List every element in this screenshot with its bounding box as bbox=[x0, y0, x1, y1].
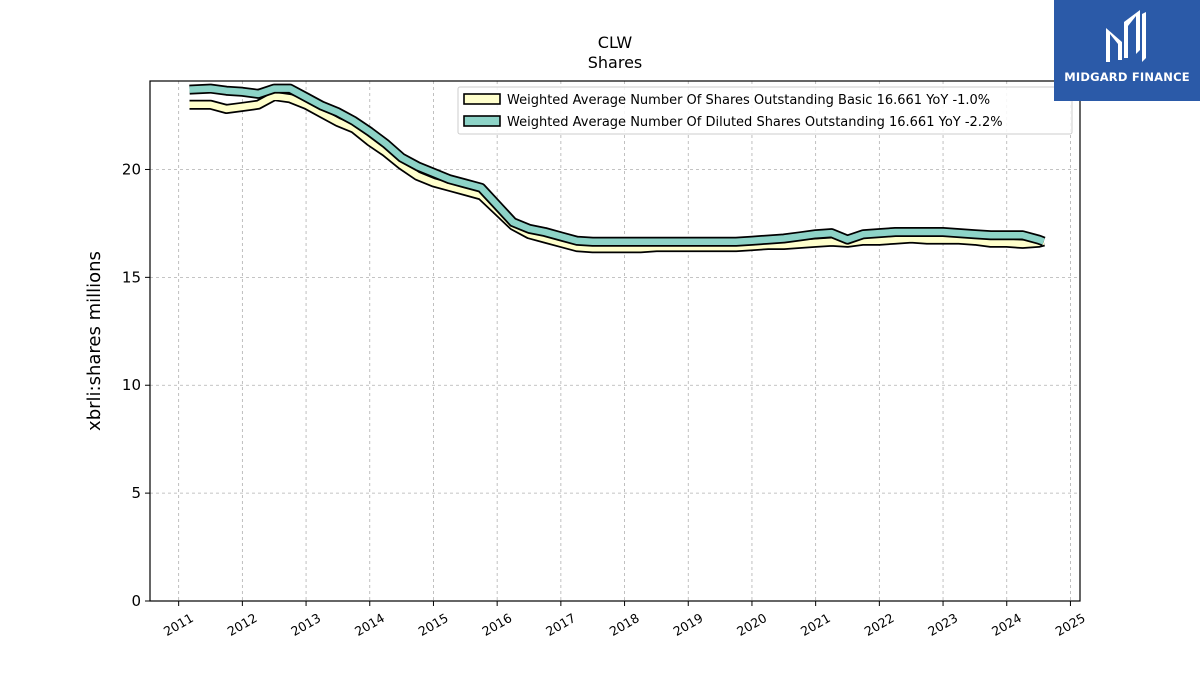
x-tick-label: 2023 bbox=[925, 610, 960, 639]
y-tick-label: 0 bbox=[131, 592, 141, 610]
legend-swatch-2 bbox=[463, 115, 501, 127]
x-tick-label: 2017 bbox=[543, 610, 578, 639]
y-axis-label: xbrli:shares millions bbox=[84, 251, 105, 431]
y-tick-label: 5 bbox=[131, 484, 141, 502]
series-line-2 bbox=[189, 85, 1045, 245]
legend-label-1: Weighted Average Number Of Shares Outsta… bbox=[507, 93, 990, 108]
chart-subtitle: Shares bbox=[588, 53, 643, 72]
logo-text: MIDGARD FINANCE bbox=[1064, 70, 1190, 84]
midgard-finance-logo: MIDGARD FINANCE bbox=[1054, 0, 1200, 101]
plot-frame bbox=[149, 80, 1081, 602]
x-tick-label: 2021 bbox=[798, 610, 833, 639]
x-tick-label: 2020 bbox=[734, 610, 769, 639]
grid bbox=[150, 81, 1080, 602]
x-tick-label: 2018 bbox=[607, 610, 642, 639]
x-tick-label: 2014 bbox=[352, 610, 387, 639]
legend-label-2: Weighted Average Number Of Diluted Share… bbox=[507, 115, 1003, 130]
series-line-1 bbox=[189, 92, 1045, 252]
x-tick-label: 2011 bbox=[161, 610, 196, 639]
x-tick-label: 2013 bbox=[288, 610, 323, 639]
x-tick-label: 2025 bbox=[1053, 610, 1088, 639]
y-tick-label: 10 bbox=[122, 376, 141, 394]
y-tick-label: 20 bbox=[122, 160, 141, 178]
x-axis: 2011 2012 2013 2014 2015 2016 2017 2018 2019 2020… bbox=[161, 601, 1088, 639]
legend: Weighted Average Number Of Shares Outsta… bbox=[457, 86, 1073, 135]
x-tick-label: 2022 bbox=[862, 610, 897, 639]
x-tick-label: 2015 bbox=[416, 610, 451, 639]
y-tick-label: 15 bbox=[122, 268, 141, 286]
midgard-logo-icon bbox=[1106, 10, 1146, 62]
series-layer bbox=[189, 83, 1046, 254]
legend-swatch-1 bbox=[463, 93, 501, 105]
x-tick-label: 2019 bbox=[670, 610, 705, 639]
x-tick-label: 2016 bbox=[479, 610, 514, 639]
legend-box bbox=[457, 86, 1073, 135]
chart-title: CLW bbox=[598, 33, 633, 52]
y-axis: 0 5 10 15 20 bbox=[122, 160, 150, 610]
x-tick-label: 2012 bbox=[225, 610, 260, 639]
x-tick-label: 2024 bbox=[989, 610, 1024, 639]
